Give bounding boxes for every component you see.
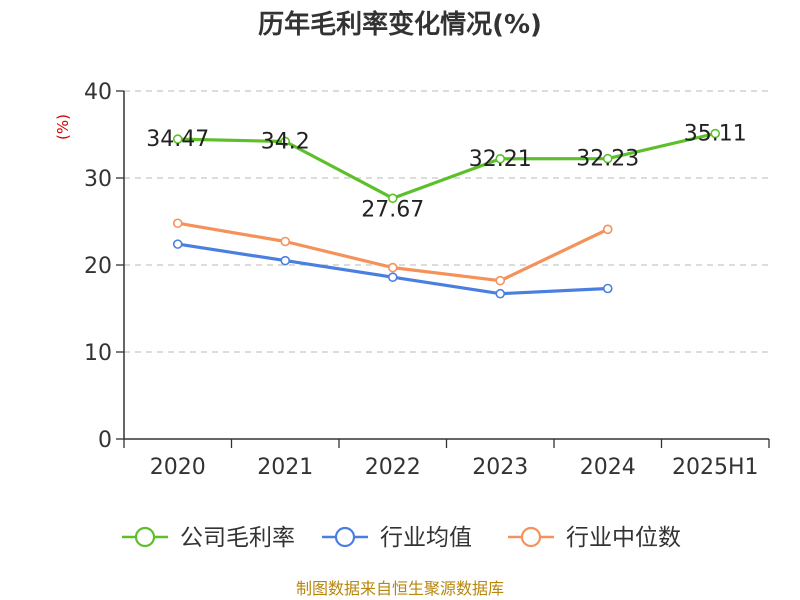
series-1-point-2023 bbox=[495, 288, 506, 299]
series-2-point-2021 bbox=[280, 236, 291, 247]
series-1-point-2024 bbox=[602, 283, 613, 294]
y-tick-label-0: 0 bbox=[98, 428, 112, 453]
x-tick-label-2021: 2021 bbox=[257, 455, 313, 480]
legend-item-1[interactable]: 行业均值 bbox=[322, 525, 472, 551]
data-label-2020: 34.47 bbox=[146, 127, 209, 152]
data-label-2023: 32.21 bbox=[469, 147, 532, 172]
series-0-point-2021 bbox=[280, 136, 291, 147]
series-2-point-2024 bbox=[602, 224, 613, 235]
x-tick-label-2025H1: 2025H1 bbox=[672, 455, 759, 480]
legend-marker-2 bbox=[520, 526, 542, 548]
series-0-point-2023 bbox=[495, 153, 506, 164]
y-tick-label-20: 20 bbox=[84, 254, 112, 279]
y-tick-label-10: 10 bbox=[84, 341, 112, 366]
x-tick-label-2022: 2022 bbox=[365, 455, 421, 480]
series-line-0 bbox=[177, 131, 716, 200]
series-2-point-2023 bbox=[495, 275, 506, 286]
data-labels: 34.47 34.2 27.67 32.21 32.23 35.11 bbox=[146, 122, 746, 223]
axes: 0 10 20 30 40 2020 2021 2022 2023 2024 2025H1 bbox=[84, 80, 770, 480]
y-tick-label-40: 40 bbox=[84, 80, 112, 105]
legend-label-0: 公司毛利率 bbox=[180, 525, 295, 551]
series-layer bbox=[172, 128, 721, 299]
legend-marker-1 bbox=[334, 526, 356, 548]
series-2-point-2022 bbox=[387, 262, 398, 273]
series-0-point-2024 bbox=[602, 153, 613, 164]
legend-item-0[interactable]: 公司毛利率 bbox=[122, 525, 295, 551]
series-2-point-2020 bbox=[172, 218, 183, 229]
series-1-point-2022 bbox=[387, 272, 398, 282]
legend-marker-0 bbox=[134, 526, 156, 548]
series-0-point-2025H1 bbox=[710, 128, 721, 139]
series-1-point-2020 bbox=[172, 239, 183, 249]
series-1-point-2021 bbox=[280, 255, 291, 266]
y-axis-unit: (%) bbox=[54, 114, 72, 140]
data-label-2021: 34.2 bbox=[261, 129, 310, 154]
x-tick-label-2024: 2024 bbox=[580, 455, 636, 480]
data-label-2024: 32.23 bbox=[576, 147, 639, 172]
legend-item-2[interactable]: 行业中位数 bbox=[508, 525, 681, 551]
data-label-2025H1: 35.11 bbox=[684, 122, 747, 147]
x-tick-label-2020: 2020 bbox=[150, 455, 206, 480]
y-tick-label-30: 30 bbox=[84, 167, 112, 192]
data-label-2022: 27.67 bbox=[361, 197, 424, 222]
legend[interactable]: 公司毛利率 行业均值 行业中位数 bbox=[122, 525, 681, 551]
x-tick-label-2023: 2023 bbox=[472, 455, 528, 480]
legend-label-2: 行业中位数 bbox=[566, 525, 681, 551]
grid-lines bbox=[124, 90, 769, 353]
chart-title: 历年毛利率变化情况(%) bbox=[258, 9, 542, 40]
source-note: 制图数据来自恒生聚源数据库 bbox=[296, 579, 504, 598]
legend-label-1: 行业均值 bbox=[380, 525, 472, 551]
series-0-point-2020 bbox=[172, 134, 183, 144]
series-0-point-2022 bbox=[387, 193, 398, 204]
